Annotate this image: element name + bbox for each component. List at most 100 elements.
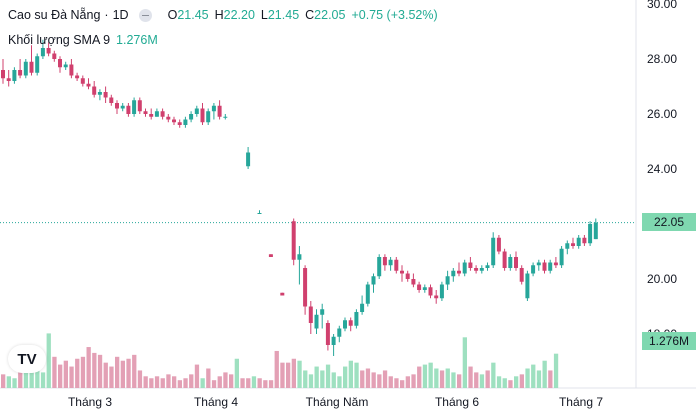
volume-bar <box>417 366 422 388</box>
candle-body <box>194 108 199 114</box>
volume-bar <box>360 370 365 388</box>
candle <box>217 100 222 120</box>
candle-body <box>63 64 68 68</box>
tradingview-logo[interactable]: TV <box>8 345 46 373</box>
candle <box>462 259 467 277</box>
candle-body <box>115 103 119 109</box>
volume-bar <box>308 374 314 388</box>
volume-bar <box>354 362 359 388</box>
candle <box>400 265 404 282</box>
volume-bar <box>553 353 559 388</box>
candle <box>120 103 125 112</box>
volume-bar <box>160 378 165 388</box>
candle-body <box>451 270 456 277</box>
volume-bar <box>18 372 23 388</box>
volume-bar <box>211 380 217 388</box>
volume-bar <box>348 360 353 388</box>
volume-bar <box>468 366 473 388</box>
candle-body <box>86 83 91 87</box>
candle-body <box>485 265 490 268</box>
candle <box>206 108 211 125</box>
volume-bar <box>246 378 251 388</box>
volume-indicator-label[interactable]: Khối lượng SMA 9 <box>8 33 111 47</box>
candle <box>559 246 564 268</box>
candle <box>320 303 325 329</box>
volume-bar <box>183 378 188 388</box>
candle-body <box>103 92 108 98</box>
candle-body <box>428 287 433 296</box>
candle <box>132 97 137 117</box>
candle-body <box>126 105 131 114</box>
candle-body <box>394 259 399 271</box>
candle <box>417 281 422 293</box>
candle <box>519 265 524 285</box>
volume-bar <box>189 374 194 388</box>
candle-body <box>400 270 404 274</box>
candle <box>75 72 80 81</box>
volume-bar <box>325 364 331 388</box>
candle <box>445 270 450 290</box>
volume-bar <box>502 378 507 388</box>
volume-bar <box>411 374 416 388</box>
candle-body <box>217 105 222 117</box>
candle <box>422 284 427 293</box>
volume-bar <box>474 372 479 388</box>
candle <box>457 262 461 277</box>
change-value: +0.75 (+3.52%) <box>351 8 438 22</box>
candle-body <box>160 111 165 117</box>
volume-bar <box>6 376 11 388</box>
candle <box>63 61 68 70</box>
volume-bar <box>331 372 336 388</box>
candle <box>485 262 490 271</box>
candle <box>337 325 342 343</box>
volume-bar <box>103 362 108 388</box>
volume-bar <box>297 360 302 388</box>
volume-bar <box>400 380 405 388</box>
candle-body <box>519 268 524 282</box>
x-tick-label: Tháng 6 <box>435 395 479 409</box>
volume-bar <box>206 368 211 388</box>
candle <box>211 103 216 120</box>
volume-bar <box>257 378 262 388</box>
candle <box>434 290 439 304</box>
candle <box>177 119 182 128</box>
volume-bar <box>154 376 160 388</box>
volume-bar <box>229 374 234 388</box>
candle-body <box>377 257 382 277</box>
interval-label[interactable]: 1D <box>112 8 129 22</box>
volume-bar <box>132 354 137 388</box>
candle <box>588 221 593 246</box>
volume-bar <box>97 354 103 388</box>
candle-body <box>223 116 228 118</box>
candle <box>325 320 330 351</box>
volume-bar <box>496 376 502 388</box>
symbol-name[interactable]: Cao su Đà Nẵng <box>8 8 101 22</box>
candle-body <box>52 53 57 59</box>
candle-body <box>405 273 410 279</box>
candle <box>69 59 74 79</box>
candle-body <box>303 268 308 307</box>
volume-bar <box>280 362 285 388</box>
volume-bar <box>377 374 382 388</box>
volume-bar <box>382 370 388 388</box>
volume-bar <box>240 378 245 388</box>
candle <box>183 116 188 128</box>
candle <box>593 218 598 240</box>
candle <box>496 235 501 255</box>
candle <box>536 259 541 271</box>
volume-bar <box>177 380 182 388</box>
candle <box>331 334 336 356</box>
legend-separator: · <box>104 8 109 22</box>
candle-body <box>417 284 422 290</box>
open-value: 21.45 <box>177 8 209 22</box>
volume-legend: Khối lượng SMA 9 1.276M <box>8 33 158 47</box>
volume-bar <box>137 370 143 388</box>
candle-body <box>479 268 484 271</box>
hide-legend-button[interactable] <box>138 8 152 22</box>
candle <box>6 70 11 87</box>
volume-bar <box>286 362 291 388</box>
candle-body <box>80 78 85 84</box>
volume-bar <box>508 380 513 388</box>
candle-body <box>588 224 593 244</box>
